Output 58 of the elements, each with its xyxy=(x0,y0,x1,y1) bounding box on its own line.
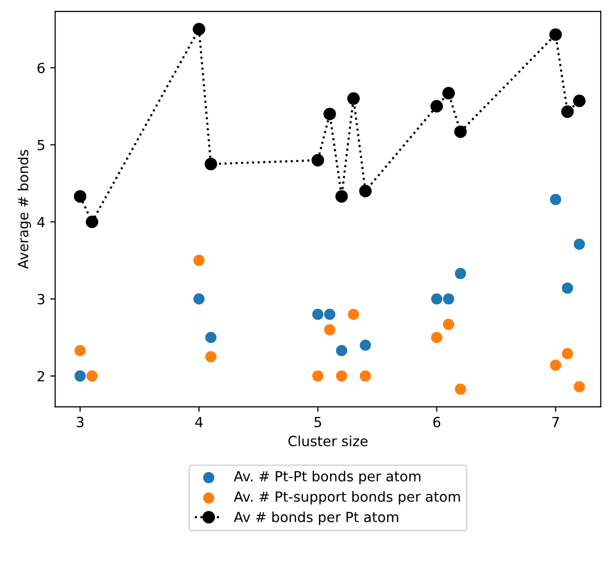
y-tick-label: 4 xyxy=(37,217,45,228)
point xyxy=(335,190,348,203)
y-tick-label: 2 xyxy=(38,370,44,382)
y-axis-title: Average # bonds xyxy=(18,150,32,269)
point xyxy=(562,282,574,294)
x-tick-label: 5 xyxy=(314,416,322,428)
point xyxy=(74,344,86,356)
point xyxy=(454,125,467,138)
point xyxy=(192,22,206,36)
point xyxy=(442,86,455,100)
y-tick-label: 6 xyxy=(38,62,45,74)
point xyxy=(561,105,574,118)
point xyxy=(348,308,360,320)
point xyxy=(323,108,336,120)
point xyxy=(86,370,98,382)
y-tick-label: 5 xyxy=(38,140,44,150)
x-tick-label: 4 xyxy=(195,416,203,428)
point xyxy=(574,238,585,250)
legend-label: Av # bonds per Pt atom xyxy=(234,512,398,525)
point xyxy=(431,332,442,344)
x-tick-label: 3 xyxy=(76,416,84,428)
point xyxy=(74,190,86,203)
point xyxy=(74,370,86,382)
point xyxy=(573,94,586,108)
point xyxy=(442,293,454,305)
point xyxy=(442,318,454,330)
point xyxy=(431,293,442,305)
x-tick-label: 7 xyxy=(552,416,559,428)
point xyxy=(193,293,205,305)
point xyxy=(454,268,466,280)
point xyxy=(360,340,371,351)
point xyxy=(312,308,324,320)
point xyxy=(550,194,562,206)
point xyxy=(86,216,98,228)
point xyxy=(347,92,360,105)
point xyxy=(430,100,443,113)
point xyxy=(562,348,574,360)
x-axis-title: Cluster size xyxy=(288,436,368,446)
point xyxy=(550,360,562,371)
point xyxy=(336,344,348,356)
point xyxy=(359,184,372,198)
point xyxy=(454,384,466,395)
point xyxy=(204,158,218,170)
point xyxy=(324,308,336,320)
point xyxy=(360,370,371,382)
point xyxy=(549,28,562,41)
point xyxy=(193,254,205,266)
point xyxy=(324,324,336,336)
y-tick-label: 3 xyxy=(38,294,44,304)
legend-label: Av. # Pt-Pt bonds per atom xyxy=(234,470,420,484)
point xyxy=(336,370,348,382)
point xyxy=(205,332,216,344)
legend-label: Av. # Pt-support bonds per atom xyxy=(234,491,460,505)
point xyxy=(312,370,324,382)
x-tick-label: 6 xyxy=(433,416,440,428)
point xyxy=(205,351,216,362)
point xyxy=(312,154,324,166)
point xyxy=(574,381,585,392)
